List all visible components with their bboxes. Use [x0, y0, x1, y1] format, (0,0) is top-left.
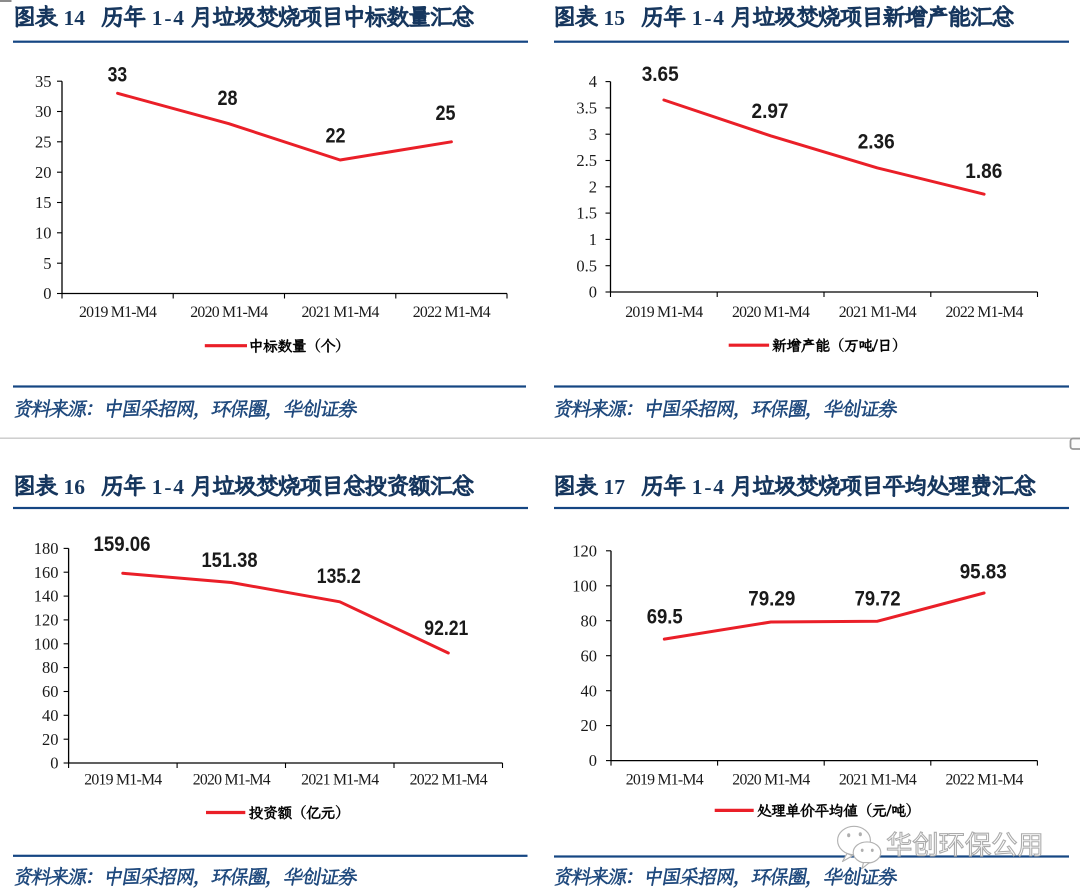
svg-text:4: 4 — [589, 72, 597, 91]
svg-text:100: 100 — [34, 634, 59, 653]
svg-text:160: 160 — [34, 563, 59, 582]
svg-text:1-4: 1-4 — [152, 475, 186, 499]
svg-text:20: 20 — [35, 163, 52, 182]
svg-text:1-4: 1-4 — [692, 475, 726, 499]
svg-text:2.97: 2.97 — [752, 100, 789, 123]
svg-text:2020 M1-M4: 2020 M1-M4 — [190, 304, 268, 321]
svg-text:2022 M1-M4: 2022 M1-M4 — [946, 304, 1024, 321]
svg-text:1.86: 1.86 — [965, 160, 1002, 183]
svg-text:120: 120 — [34, 611, 59, 630]
svg-text:17: 17 — [604, 475, 626, 499]
svg-text:40: 40 — [42, 706, 59, 725]
svg-text:25: 25 — [436, 102, 456, 125]
svg-text:2022 M1-M4: 2022 M1-M4 — [413, 304, 491, 321]
svg-text:3: 3 — [589, 125, 597, 144]
svg-text:2.36: 2.36 — [858, 130, 895, 153]
svg-text:140: 140 — [34, 587, 59, 606]
svg-text:151.38: 151.38 — [202, 549, 258, 572]
svg-text:28: 28 — [218, 87, 238, 110]
svg-text:80: 80 — [581, 611, 598, 630]
svg-text:40: 40 — [581, 681, 598, 700]
svg-text:0: 0 — [50, 754, 58, 773]
svg-text:100: 100 — [572, 576, 597, 595]
svg-text:2022 M1-M4: 2022 M1-M4 — [410, 771, 488, 788]
svg-text:0.5: 0.5 — [576, 256, 597, 275]
svg-text:0: 0 — [589, 283, 597, 302]
svg-text:2: 2 — [589, 177, 597, 196]
svg-text:2021 M1-M4: 2021 M1-M4 — [839, 304, 917, 321]
svg-text:79.29: 79.29 — [748, 588, 795, 611]
svg-text:10: 10 — [35, 223, 52, 242]
svg-text:60: 60 — [581, 646, 598, 665]
svg-text:80: 80 — [42, 658, 59, 677]
svg-text:15: 15 — [604, 6, 626, 30]
svg-text:2022 M1-M4: 2022 M1-M4 — [945, 771, 1023, 788]
svg-text:79.72: 79.72 — [855, 588, 901, 611]
svg-text:92.21: 92.21 — [424, 617, 468, 640]
svg-text:2020 M1-M4: 2020 M1-M4 — [193, 771, 271, 788]
svg-text:33: 33 — [108, 63, 128, 86]
svg-text:30: 30 — [35, 102, 52, 121]
svg-text:0: 0 — [43, 284, 51, 303]
svg-text:159.06: 159.06 — [94, 533, 151, 556]
svg-text:2020 M1-M4: 2020 M1-M4 — [732, 771, 810, 788]
svg-text:2021 M1-M4: 2021 M1-M4 — [302, 304, 380, 321]
svg-text:20: 20 — [42, 730, 59, 749]
svg-text:180: 180 — [34, 539, 59, 558]
svg-text:69.5: 69.5 — [647, 606, 683, 629]
svg-text:14: 14 — [64, 6, 86, 30]
svg-text:25: 25 — [35, 132, 52, 151]
svg-text:1: 1 — [589, 230, 597, 249]
svg-text:135.2: 135.2 — [317, 565, 361, 588]
svg-text:15: 15 — [35, 193, 52, 212]
svg-text:3.5: 3.5 — [576, 99, 597, 118]
svg-text:60: 60 — [42, 682, 59, 701]
svg-text:2019 M1-M4: 2019 M1-M4 — [625, 304, 703, 321]
svg-text:22: 22 — [326, 125, 346, 148]
svg-text:16: 16 — [64, 475, 86, 499]
svg-text:1-4: 1-4 — [692, 6, 726, 30]
svg-text:1-4: 1-4 — [152, 6, 186, 30]
svg-text:95.83: 95.83 — [960, 561, 1007, 584]
svg-text:2019 M1-M4: 2019 M1-M4 — [84, 771, 162, 788]
svg-text:120: 120 — [572, 541, 597, 560]
svg-text:35: 35 — [35, 72, 52, 91]
svg-text:1.5: 1.5 — [576, 204, 597, 223]
svg-text:2020 M1-M4: 2020 M1-M4 — [732, 304, 810, 321]
svg-text:2.5: 2.5 — [576, 151, 597, 170]
svg-text:2021 M1-M4: 2021 M1-M4 — [839, 771, 917, 788]
svg-text:2019 M1-M4: 2019 M1-M4 — [626, 771, 704, 788]
svg-text:5: 5 — [43, 254, 51, 273]
svg-text:20: 20 — [581, 716, 598, 735]
svg-text:2019 M1-M4: 2019 M1-M4 — [79, 304, 157, 321]
svg-text:3.65: 3.65 — [642, 63, 679, 86]
svg-text:0: 0 — [589, 751, 597, 770]
svg-text:2021 M1-M4: 2021 M1-M4 — [301, 771, 379, 788]
